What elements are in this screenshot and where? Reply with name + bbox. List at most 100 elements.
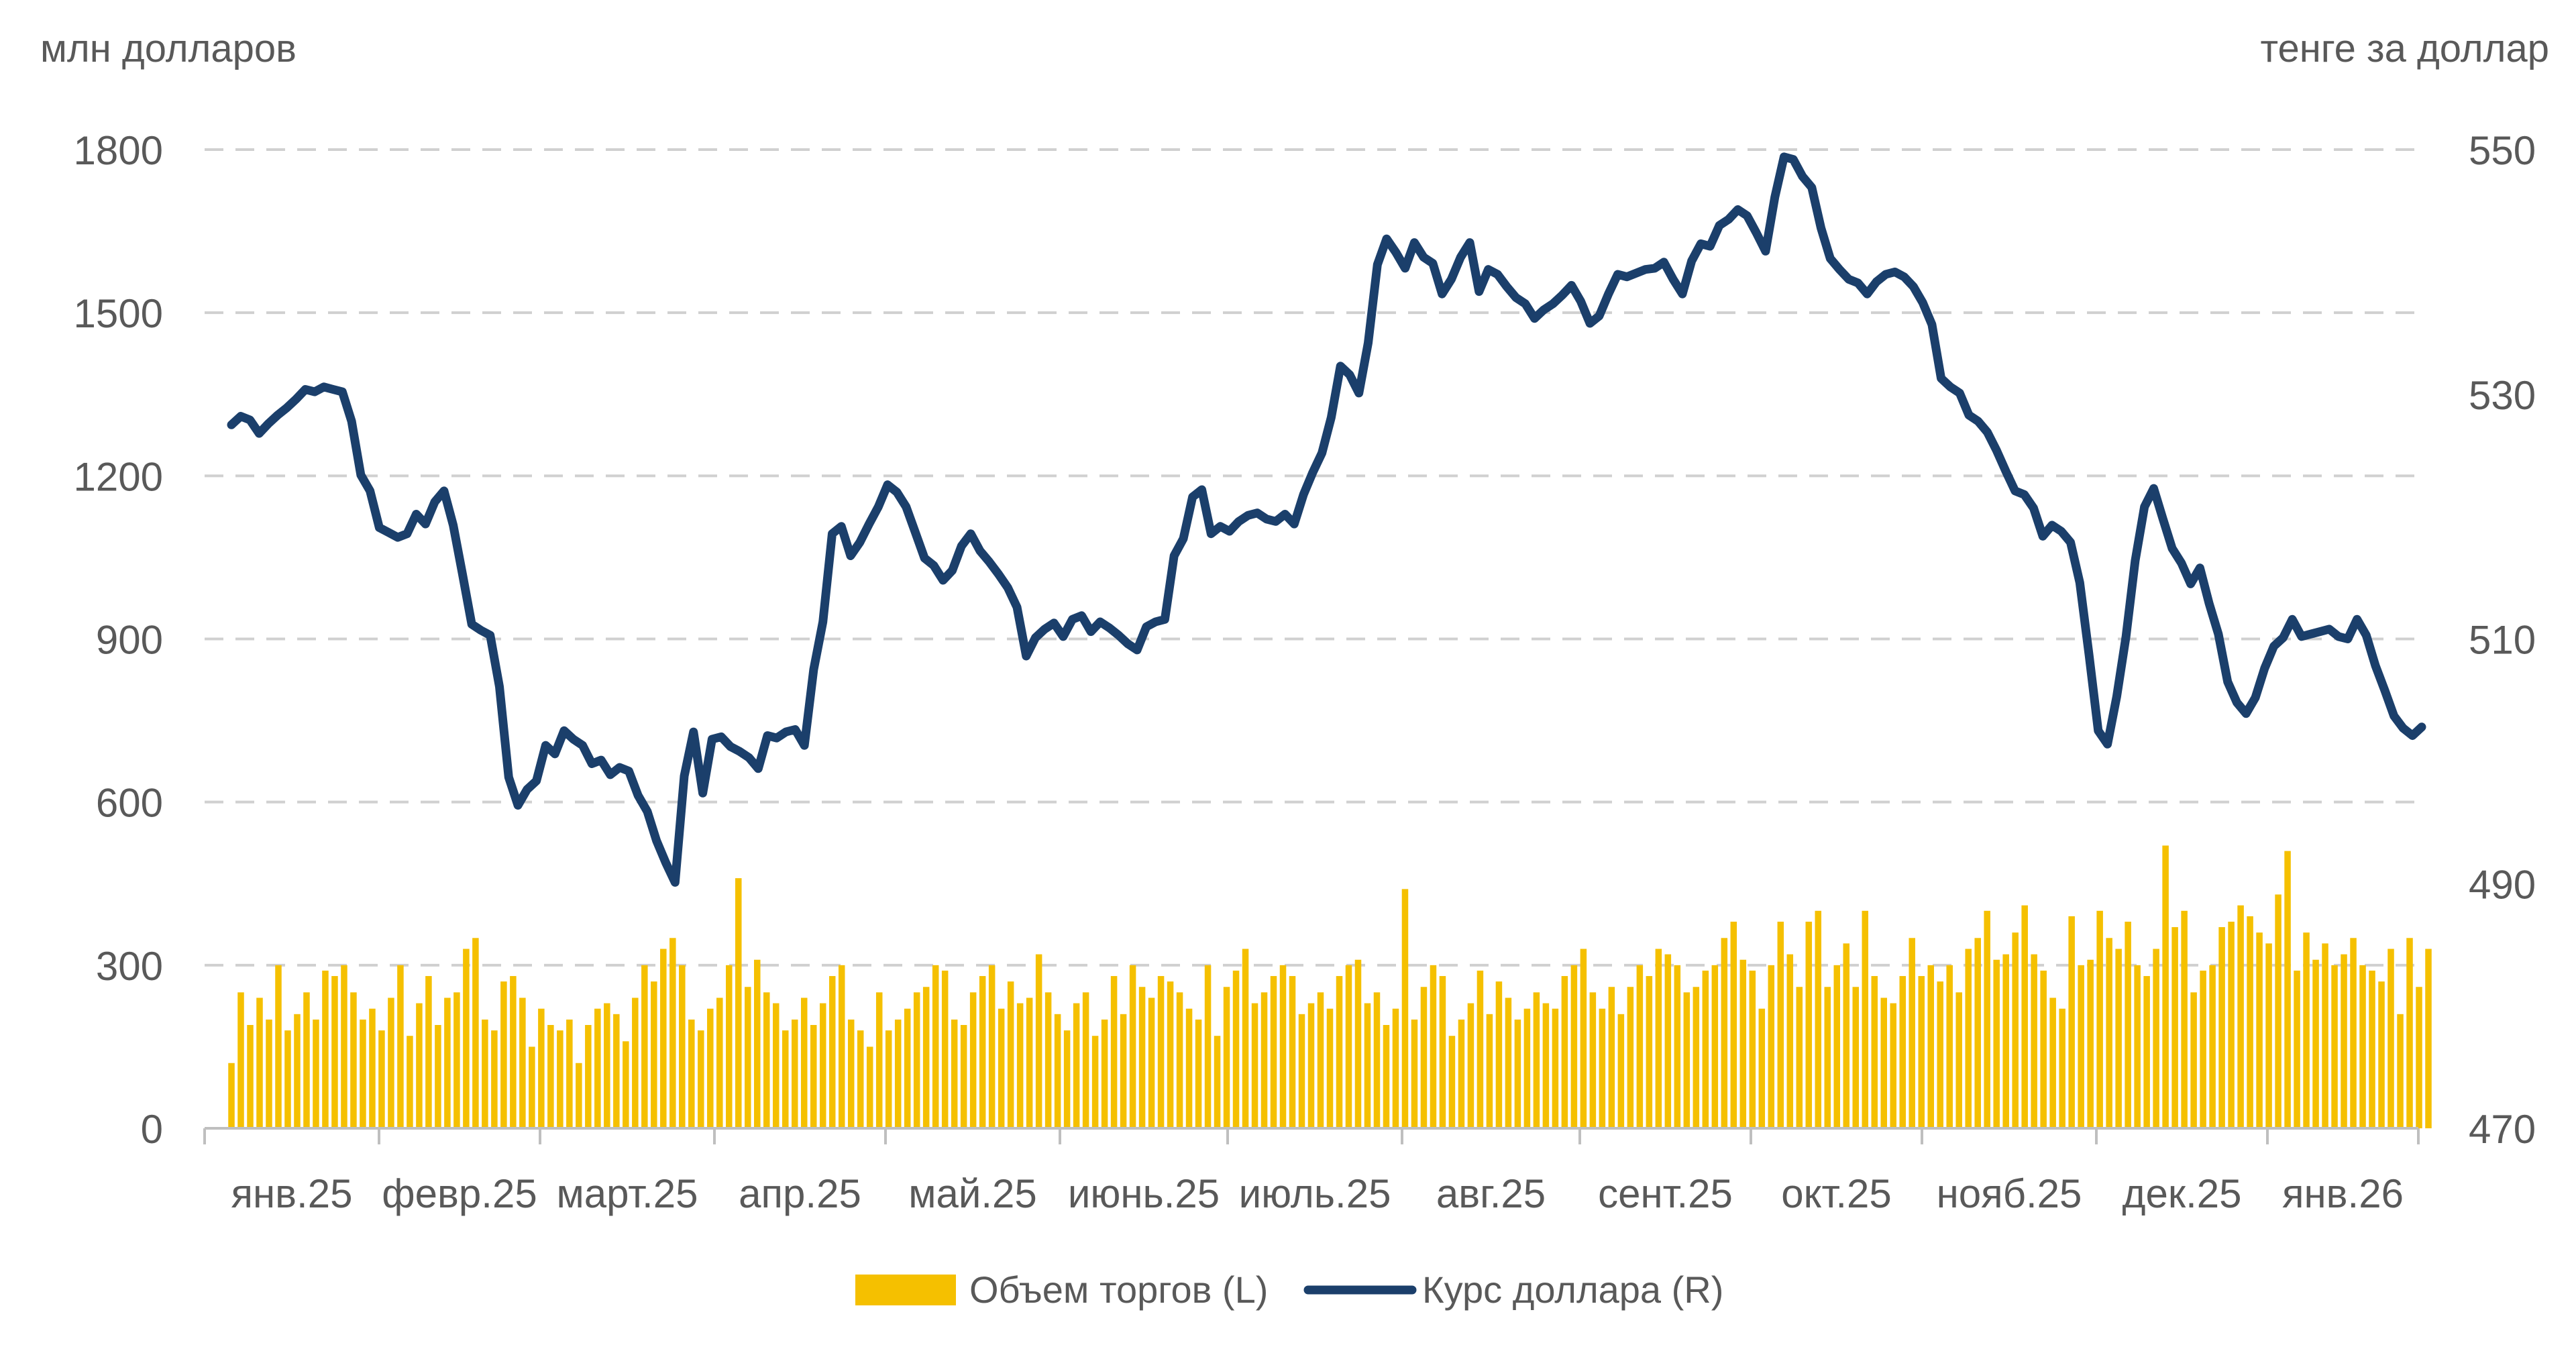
volume-bar	[388, 997, 394, 1128]
volume-bar	[782, 1030, 789, 1128]
volume-bar	[2134, 965, 2141, 1128]
volume-bar	[1674, 965, 1681, 1128]
x-tick-label: февр.25	[382, 1171, 537, 1216]
x-axis-labels: янв.25 февр.25 март.25 апр.25 май.25 июнь.25 и…	[231, 1171, 2404, 1216]
volume-bar	[453, 992, 460, 1128]
volume-bar	[1307, 1003, 1315, 1128]
volume-bar	[1054, 1014, 1061, 1128]
volume-bar	[707, 1008, 714, 1128]
volume-bar	[1345, 965, 1352, 1128]
volume-bar	[1063, 1030, 1071, 1128]
volume-bar	[1091, 1036, 1099, 1128]
volume-bar	[1955, 992, 1962, 1128]
volume-bar	[1486, 1014, 1493, 1128]
volume-bar	[1627, 987, 1634, 1128]
volume-bar	[444, 997, 451, 1128]
y-left-tick-label: 1800	[74, 128, 163, 173]
x-tick-label: дек.25	[2122, 1171, 2241, 1216]
volume-bar	[660, 949, 667, 1128]
volume-bar	[951, 1019, 958, 1128]
volume-bar	[2049, 997, 2056, 1128]
volume-bar	[1110, 976, 1118, 1128]
volume-bar	[1120, 1014, 1127, 1128]
volume-bar	[2387, 949, 2394, 1128]
volume-bar	[1552, 1008, 1559, 1128]
volume-bar	[2350, 938, 2357, 1128]
right-y-axis: 470 490 510 530 550	[2469, 128, 2536, 1152]
volume-bar	[1570, 965, 1578, 1128]
volume-bar	[2247, 916, 2253, 1128]
y-right-tick-label: 530	[2469, 373, 2536, 418]
y-right-tick-label: 510	[2469, 618, 2536, 663]
volume-bar	[1176, 992, 1183, 1128]
volume-bar	[1946, 965, 1953, 1128]
volume-bar	[247, 1024, 254, 1128]
volume-bar	[1646, 976, 1653, 1128]
volume-bar	[772, 1003, 780, 1128]
volume-bar	[2416, 987, 2422, 1128]
volume-bar	[275, 965, 282, 1128]
volume-bar	[1458, 1019, 1465, 1128]
y-left-tick-label: 1500	[74, 291, 163, 336]
x-tick-label: авг.25	[1436, 1171, 1546, 1216]
left-axis-title: млн долларов	[40, 27, 297, 70]
volume-bar	[2171, 927, 2178, 1128]
left-y-axis: 0 300 600 900 1200 1500 1800	[74, 128, 163, 1152]
volume-bar	[979, 976, 986, 1128]
volume-bar	[1909, 938, 1915, 1128]
volume-bar	[585, 1024, 592, 1128]
volume-bar	[529, 1046, 535, 1128]
volume-bar	[679, 965, 686, 1128]
volume-bar	[378, 1030, 385, 1128]
volume-bar	[1167, 981, 1174, 1128]
volume-bar	[1862, 910, 1869, 1128]
volume-bar	[998, 1008, 1005, 1128]
volume-bar	[800, 997, 808, 1128]
volume-bar	[632, 997, 639, 1128]
volume-bar	[1251, 1003, 1258, 1128]
volume-bar	[2078, 965, 2084, 1128]
volume-bar	[2284, 851, 2291, 1128]
volume-bar	[1965, 949, 1972, 1128]
volume-bar	[1157, 976, 1165, 1128]
volume-bar	[1974, 938, 1981, 1128]
bar-series	[228, 845, 2432, 1128]
volume-bar	[1542, 1003, 1550, 1128]
volume-bar	[2200, 970, 2206, 1128]
volume-bar	[716, 997, 723, 1128]
volume-bar	[2068, 916, 2075, 1128]
volume-bar	[2312, 959, 2319, 1128]
volume-bar	[791, 1019, 798, 1128]
volume-bar	[941, 970, 949, 1128]
volume-bar	[1392, 1008, 1399, 1128]
volume-bar	[1589, 992, 1597, 1128]
volume-bar	[1232, 970, 1240, 1128]
gridlines	[205, 148, 2418, 967]
volume-bar	[1298, 1014, 1305, 1128]
volume-bar	[350, 992, 357, 1128]
volume-bar	[2096, 910, 2103, 1128]
volume-bar	[1721, 938, 1728, 1128]
x-tick-label: июль.25	[1239, 1171, 1391, 1216]
volume-bar	[557, 1030, 564, 1128]
volume-bar	[266, 1019, 272, 1128]
volume-bar	[491, 1030, 498, 1128]
legend-label-line: Курс доллара (R)	[1422, 1268, 1723, 1311]
volume-bar	[313, 1019, 319, 1128]
volume-bar	[969, 992, 977, 1128]
volume-bar	[669, 938, 676, 1128]
volume-bar	[1467, 1003, 1474, 1128]
volume-bar	[1561, 976, 1568, 1128]
legend: Объем торгов (L) Курс доллара (R)	[855, 1268, 1723, 1311]
volume-bar	[594, 1008, 601, 1128]
volume-bar	[303, 992, 310, 1128]
volume-bar	[2406, 938, 2413, 1128]
volume-bar	[237, 992, 244, 1128]
volume-bar	[228, 1063, 235, 1128]
volume-bar	[1984, 910, 1990, 1128]
volume-bar	[1148, 997, 1155, 1128]
volume-bar	[885, 1030, 892, 1128]
y-left-tick-label: 600	[96, 781, 163, 826]
volume-bar	[1805, 921, 1813, 1128]
volume-bar	[1044, 992, 1052, 1128]
